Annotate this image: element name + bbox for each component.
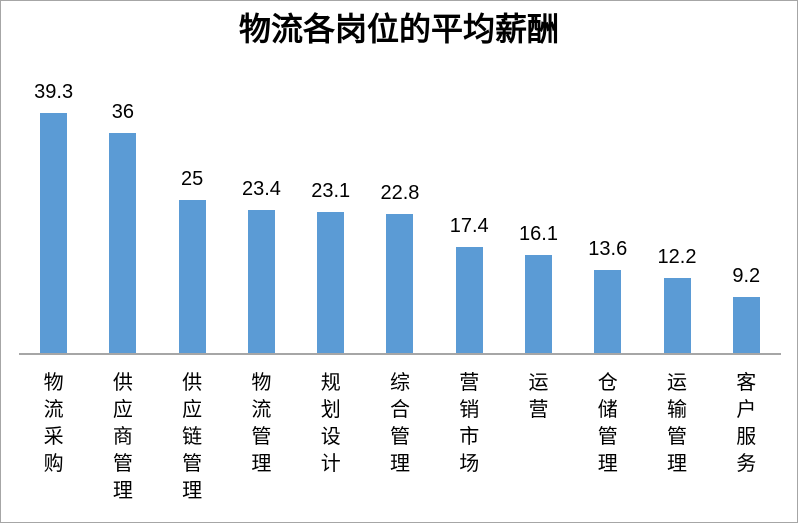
bar-column: 23.1 [296, 1, 365, 353]
bar [317, 212, 345, 353]
bar [594, 270, 622, 353]
x-axis-category-label: 供 应 商 管 理 [112, 372, 133, 502]
bar-column: 36 [88, 1, 157, 353]
x-axis-category-label: 营 销 市 场 [459, 372, 480, 475]
bar-column: 13.6 [573, 1, 642, 353]
bar-value-label: 13.6 [588, 238, 628, 260]
x-axis-category-label: 物 流 管 理 [251, 372, 272, 475]
bar-column: 25 [158, 1, 227, 353]
chart-title: 物流各岗位的平均薪酬 [238, 11, 559, 47]
bar-value-label: 16.1 [519, 223, 558, 245]
bar-value-label: 22.8 [380, 182, 420, 204]
bar-column: 23.4 [227, 1, 296, 353]
bar-value-label: 36 [111, 101, 135, 123]
bar-value-label: 39.3 [34, 81, 74, 103]
bar [247, 210, 275, 353]
bar-value-label: 17.4 [449, 215, 489, 237]
x-axis-category-label: 客 户 服 务 [736, 372, 757, 475]
bar [109, 133, 137, 353]
bar-column: 39.3 [19, 1, 88, 353]
bar-column: 12.2 [642, 1, 711, 353]
x-axis-category-label: 运 输 管 理 [667, 372, 688, 475]
bar-column: 22.8 [365, 1, 434, 353]
x-axis-line [19, 353, 781, 355]
bar-value-label: 25 [181, 168, 204, 190]
bar [732, 297, 760, 353]
bar-column: 9.2 [712, 1, 781, 353]
bar [663, 278, 691, 353]
bar-column: 17.4 [435, 1, 504, 353]
x-axis-category-label: 仓 储 管 理 [597, 372, 618, 475]
bar [455, 247, 483, 353]
bar-value-label: 23.1 [311, 180, 351, 202]
bar-column: 16.1 [504, 1, 573, 353]
x-axis-labels: 物 流 采 购供 应 商 管 理供 应 链 管 理物 流 管 理规 划 设 计综… [19, 370, 781, 505]
bar-value-label: 12.2 [657, 246, 697, 268]
bar [524, 255, 552, 353]
bar-value-label: 9.2 [732, 265, 761, 287]
x-axis-category-label: 综 合 管 理 [389, 372, 410, 475]
x-axis-category-label: 供 应 链 管 理 [182, 372, 203, 502]
bar [40, 113, 68, 353]
bar-value-label: 23.4 [241, 178, 281, 200]
x-axis-category-label: 运 营 [528, 372, 549, 421]
x-axis-category-label: 物 流 采 购 [43, 372, 64, 475]
x-axis-category-label: 规 划 设 计 [320, 372, 341, 475]
bar [386, 214, 414, 353]
bar [178, 200, 206, 353]
plot-area: 39.3 36 25 23.4 23.1 22.8 17.4 16.1 13.6 12.2 9.2 [19, 1, 781, 353]
